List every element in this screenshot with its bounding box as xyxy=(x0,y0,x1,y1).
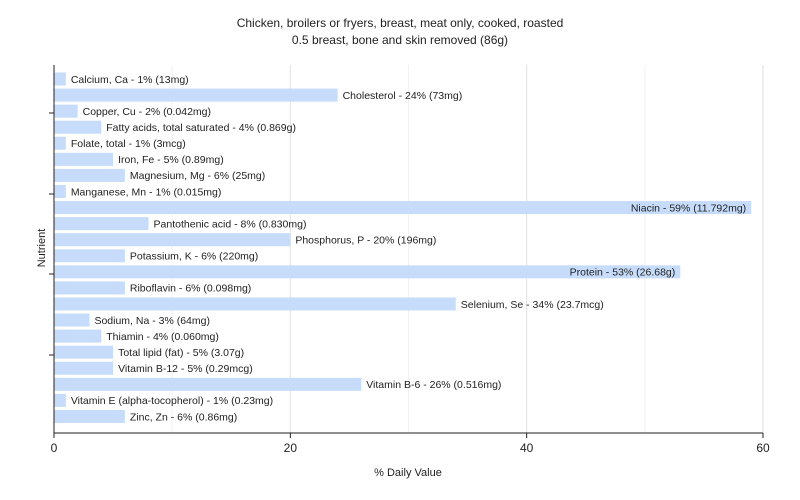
bars: Calcium, Ca - 1% (13mg) Cholesterol - 24%… xyxy=(54,72,752,423)
bar xyxy=(54,152,114,166)
bar-label: Manganese, Mn - 1% (0.015mg) xyxy=(71,186,222,198)
y-axis-label: Nutrient xyxy=(36,229,48,268)
bar-label: Selenium, Se - 34% (23.7mcg) xyxy=(461,299,604,311)
bar-label: Sodium, Na - 3% (64mg) xyxy=(94,315,210,327)
bar-label: Protein - 53% (26.68g) xyxy=(570,267,676,279)
bar xyxy=(54,104,78,118)
bar-label: Calcium, Ca - 1% (13mg) xyxy=(71,74,189,86)
bar xyxy=(54,233,291,247)
bar-label: Copper, Cu - 2% (0.042mg) xyxy=(83,106,211,118)
bar-label: Iron, Fe - 5% (0.89mg) xyxy=(118,154,224,166)
bar xyxy=(54,265,681,279)
bar xyxy=(54,377,362,391)
x-tick-label: 20 xyxy=(284,441,298,455)
bar xyxy=(54,72,66,86)
bar-label: Magnesium, Mg - 6% (25mg) xyxy=(130,170,265,182)
bar xyxy=(54,297,456,311)
bar-label: Phosphorus, P - 20% (196mg) xyxy=(295,234,436,246)
grid xyxy=(54,65,764,433)
bar xyxy=(54,168,125,182)
bar xyxy=(54,249,125,263)
bar-label: Niacin - 59% (11.792mg) xyxy=(631,202,746,214)
bar xyxy=(54,409,125,423)
bar-label: Thiamin - 4% (0.060mg) xyxy=(106,331,219,343)
bar xyxy=(54,361,114,375)
bar-label: Pantothenic acid - 8% (0.830mg) xyxy=(154,218,307,230)
bar xyxy=(54,217,149,231)
bar-label: Fatty acids, total saturated - 4% (0.869… xyxy=(106,122,296,134)
bar xyxy=(54,393,66,407)
bar-label: Vitamin B-6 - 26% (0.516mg) xyxy=(366,379,501,391)
x-axis-label: % Daily Value xyxy=(374,467,442,479)
bar-label: Cholesterol - 24% (73mg) xyxy=(343,90,463,102)
bar xyxy=(54,120,102,134)
bar-label: Folate, total - 1% (3mcg) xyxy=(71,138,186,150)
bar xyxy=(54,201,752,215)
bar xyxy=(54,281,125,295)
x-tick-label: 40 xyxy=(520,441,534,455)
bar xyxy=(54,313,90,327)
bar xyxy=(54,345,114,359)
bar-label: Total lipid (fat) - 5% (3.07g) xyxy=(118,347,244,359)
bar-label: Zinc, Zn - 6% (0.86mg) xyxy=(130,411,237,423)
bar-label: Vitamin E (alpha-tocopherol) - 1% (0.23m… xyxy=(71,395,273,407)
x-tick-label: 60 xyxy=(756,441,770,455)
bar xyxy=(54,329,102,343)
bar-label: Riboflavin - 6% (0.098mg) xyxy=(130,283,251,295)
bar xyxy=(54,184,66,198)
chart-title: Chicken, broilers or fryers, breast, mea… xyxy=(237,16,564,30)
axes: 0 20 40 60 xyxy=(49,65,770,455)
x-tick-label: 0 xyxy=(51,441,58,455)
bar-label: Vitamin B-12 - 5% (0.29mcg) xyxy=(118,363,253,375)
bar xyxy=(54,136,66,150)
bar-label: Potassium, K - 6% (220mg) xyxy=(130,251,258,263)
bar xyxy=(54,88,338,102)
chart-subtitle: 0.5 breast, bone and skin removed (86g) xyxy=(292,33,508,47)
